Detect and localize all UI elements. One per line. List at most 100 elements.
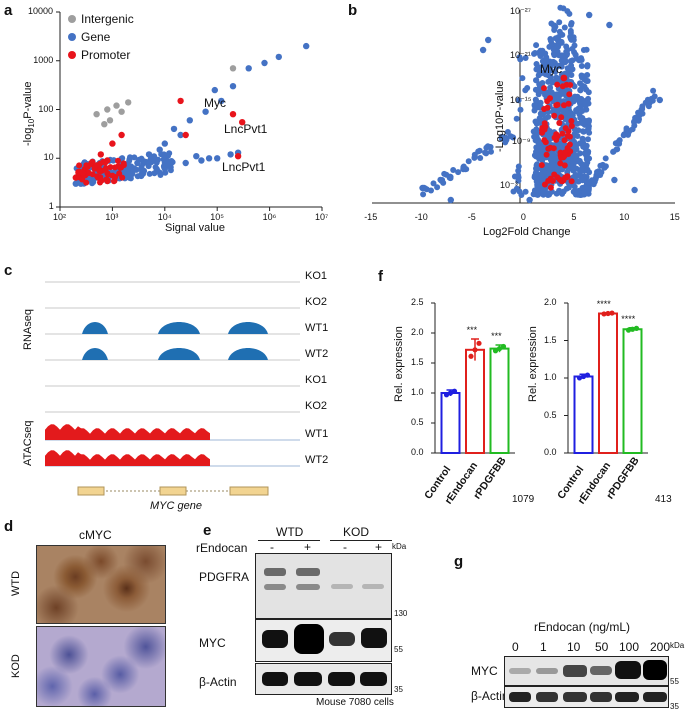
b-point-gene (553, 91, 560, 98)
b-point-gene (620, 132, 627, 139)
f-bar-rendocan (465, 348, 485, 454)
a-point-promoter (109, 140, 116, 147)
b-point-gene (574, 133, 581, 139)
b-point-gene (556, 187, 563, 194)
b-point-gene (563, 111, 570, 118)
b-point-gene (533, 42, 540, 49)
e-blot-myc (255, 619, 392, 662)
b-point-gene (532, 118, 539, 125)
f-ytick-label: 1.0 (411, 387, 424, 397)
b-point-gene (531, 174, 538, 181)
legend-promoter: Promoter (81, 48, 131, 62)
f-dot (492, 348, 499, 354)
a-point-promoter-bg (119, 174, 126, 181)
b-point-promoter (557, 160, 564, 167)
g-kda-label: kDa (670, 641, 685, 650)
a-point-gene-bg (127, 154, 133, 161)
a-point-promoter (239, 119, 246, 126)
f-significance: *** (491, 331, 502, 341)
b-xtick-label: 15 (669, 212, 680, 222)
f-dot (472, 347, 478, 353)
b-point-gene (574, 93, 581, 100)
a-point-gene (130, 165, 137, 173)
b-point-gene (565, 184, 572, 191)
b-point-promoter (549, 178, 556, 184)
b-point-gene (547, 63, 554, 70)
b-point-gene (511, 173, 518, 180)
c-track-label-wt2: WT2 (305, 454, 329, 466)
b-point-gene (546, 128, 553, 134)
a-point-promoter (234, 153, 242, 160)
c-rna-peak (158, 322, 200, 334)
b-point-gene (532, 50, 538, 56)
a-point-promoter (177, 97, 184, 105)
legend-gene-swatch (68, 33, 76, 41)
f-ytick-label: 2.5 (411, 297, 424, 307)
b-point-gene (537, 110, 544, 117)
b-point-gene (568, 21, 574, 28)
g-blot-myc (504, 656, 669, 686)
b-point-gene (534, 186, 541, 193)
b-point-gene (522, 55, 529, 61)
b-point-promoter (567, 82, 574, 88)
b-point-gene (623, 125, 630, 132)
b-point-promoter (547, 144, 554, 151)
b-point-gene (532, 191, 539, 198)
e-group-line-wtd (258, 540, 320, 541)
b-point-gene (656, 96, 663, 104)
b-point-gene (585, 179, 592, 186)
a-point-gene (202, 108, 209, 115)
g-dose-1: 1 (540, 640, 547, 654)
f-dot (447, 390, 454, 396)
b-point-gene (503, 134, 509, 141)
c-gene-label: MYC gene (150, 500, 202, 512)
b-point-gene (580, 47, 587, 53)
b-point-gene (632, 114, 639, 121)
b-point-gene (552, 156, 559, 163)
c-track-label-ko2: KO2 (305, 400, 328, 412)
a-point-gene (275, 53, 282, 61)
b-point-promoter (551, 112, 558, 119)
b-point-gene (450, 167, 457, 173)
a-point-gene-bg (153, 159, 160, 166)
a-point-gene (261, 59, 268, 67)
b-point-gene (485, 36, 492, 44)
b-point-gene (515, 167, 522, 174)
b-point-gene (614, 146, 621, 153)
f-dot (584, 372, 591, 378)
b-point-gene (455, 169, 462, 176)
b-point-gene (576, 157, 583, 164)
panel-label-b: b (348, 2, 358, 19)
b-point-gene (519, 75, 526, 82)
b-point-gene (540, 187, 547, 194)
b-point-promoter (557, 149, 564, 156)
a-point-promoter (182, 131, 189, 139)
e-blot-pdgfra (255, 553, 392, 619)
panel-label-a: a (4, 2, 13, 19)
a-point-gene (145, 151, 153, 158)
b-point-gene (556, 19, 563, 26)
b-point-gene (430, 180, 437, 187)
b-point-promoter (538, 162, 545, 169)
b-point-gene (585, 118, 592, 125)
f-significance: **** (596, 298, 611, 309)
b-point-gene (509, 134, 516, 141)
f-dot (496, 346, 503, 352)
b-point-gene (535, 67, 542, 74)
e-treatment-label: rEndocan (196, 541, 248, 555)
b-point-gene (513, 115, 520, 122)
b-point-gene (639, 110, 646, 117)
b-point-gene (642, 99, 649, 106)
a-point-intergenic (125, 99, 132, 106)
a-point-intergenic (113, 102, 120, 109)
f-bar-rendocan (598, 312, 618, 454)
e-marker-130: 130 (394, 609, 408, 618)
c-atacseq-label: ATACseq (22, 420, 34, 466)
b-point-gene (551, 52, 558, 59)
c-rna-peak (228, 348, 268, 360)
b-point-gene (526, 196, 533, 204)
e-lane-1: - (270, 540, 274, 554)
b-point-gene (557, 4, 564, 11)
b-point-gene (546, 58, 553, 65)
a-annot-lncpvt1-2: LncPvt1 (222, 160, 266, 174)
